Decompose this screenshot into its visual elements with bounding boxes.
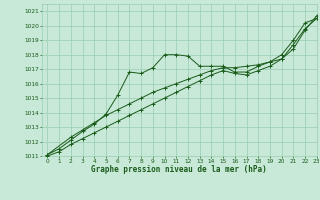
X-axis label: Graphe pression niveau de la mer (hPa): Graphe pression niveau de la mer (hPa) <box>91 165 267 174</box>
